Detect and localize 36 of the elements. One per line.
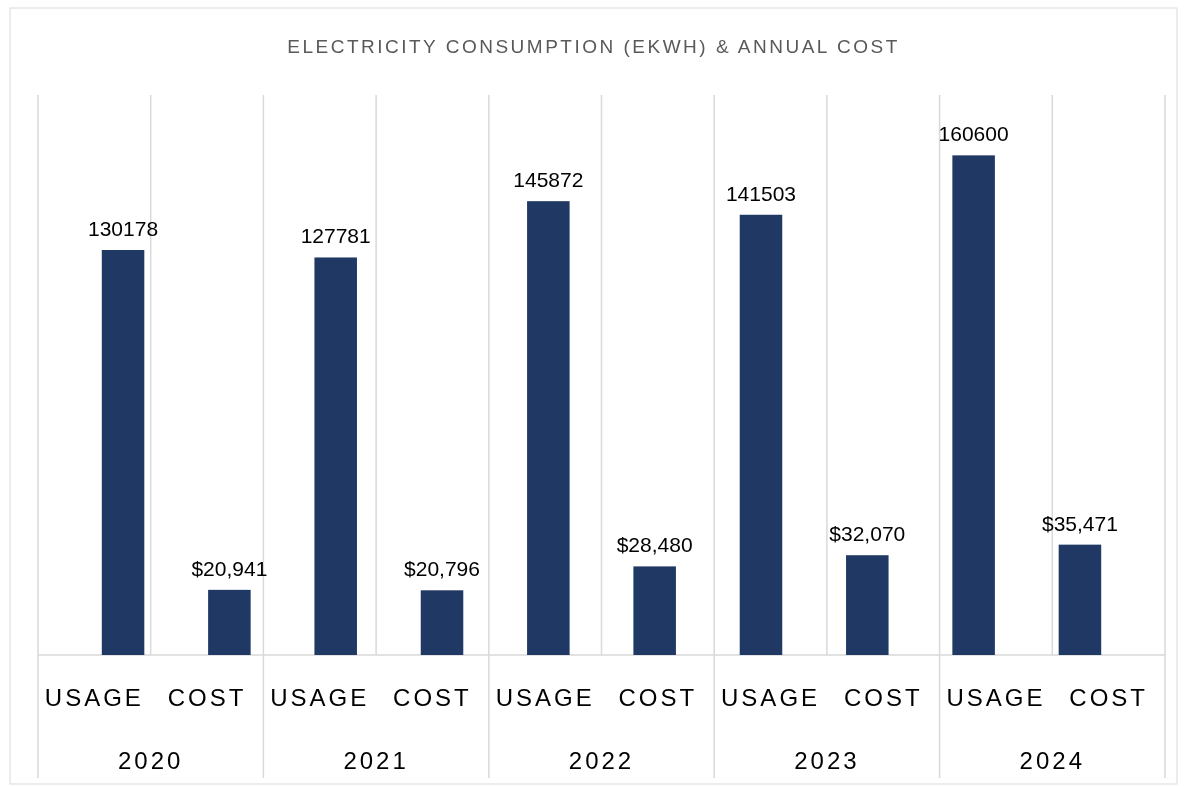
data-label: $20,941 <box>191 556 268 580</box>
data-label: $28,480 <box>616 533 693 557</box>
text: 2022 <box>568 747 635 774</box>
bar <box>952 155 995 655</box>
x-tick-label: COST <box>393 684 472 711</box>
bar <box>633 566 676 655</box>
chart-title: ELECTRICITY CONSUMPTION (EKWH) & ANNUAL COST <box>287 36 900 57</box>
x-tick-label: COST <box>1069 684 1148 711</box>
x-tick-label: USAGE <box>44 684 144 711</box>
x-tick-label: COST <box>843 684 923 711</box>
x-tick-label: USAGE <box>495 684 595 711</box>
data-label: 127781 <box>300 224 371 248</box>
data-label: $20,796 <box>404 557 480 581</box>
bar <box>1058 544 1102 655</box>
bar <box>208 589 251 655</box>
text: 2023 <box>794 747 860 774</box>
bar <box>846 555 889 655</box>
text: 2021 <box>343 747 409 774</box>
bar <box>101 250 145 655</box>
data-label: $32,070 <box>829 522 906 546</box>
x-tick-label: USAGE <box>270 684 370 711</box>
x-tick-label: COST <box>618 684 698 711</box>
text: 2024 <box>1019 747 1085 774</box>
bar <box>314 257 357 655</box>
x-tick-label: USAGE <box>721 684 821 711</box>
x-tick-label: USAGE <box>946 684 1046 711</box>
bar <box>739 214 783 655</box>
data-label: 130178 <box>88 217 159 240</box>
data-label: 145872 <box>513 168 584 192</box>
data-label: $35,471 <box>1041 511 1118 535</box>
x-tick-label: COST <box>167 684 247 711</box>
data-label: 141503 <box>725 181 797 205</box>
data-label: 160600 <box>938 122 1009 146</box>
bar <box>420 590 464 655</box>
text: 2020 <box>118 747 184 774</box>
bar <box>527 201 570 655</box>
